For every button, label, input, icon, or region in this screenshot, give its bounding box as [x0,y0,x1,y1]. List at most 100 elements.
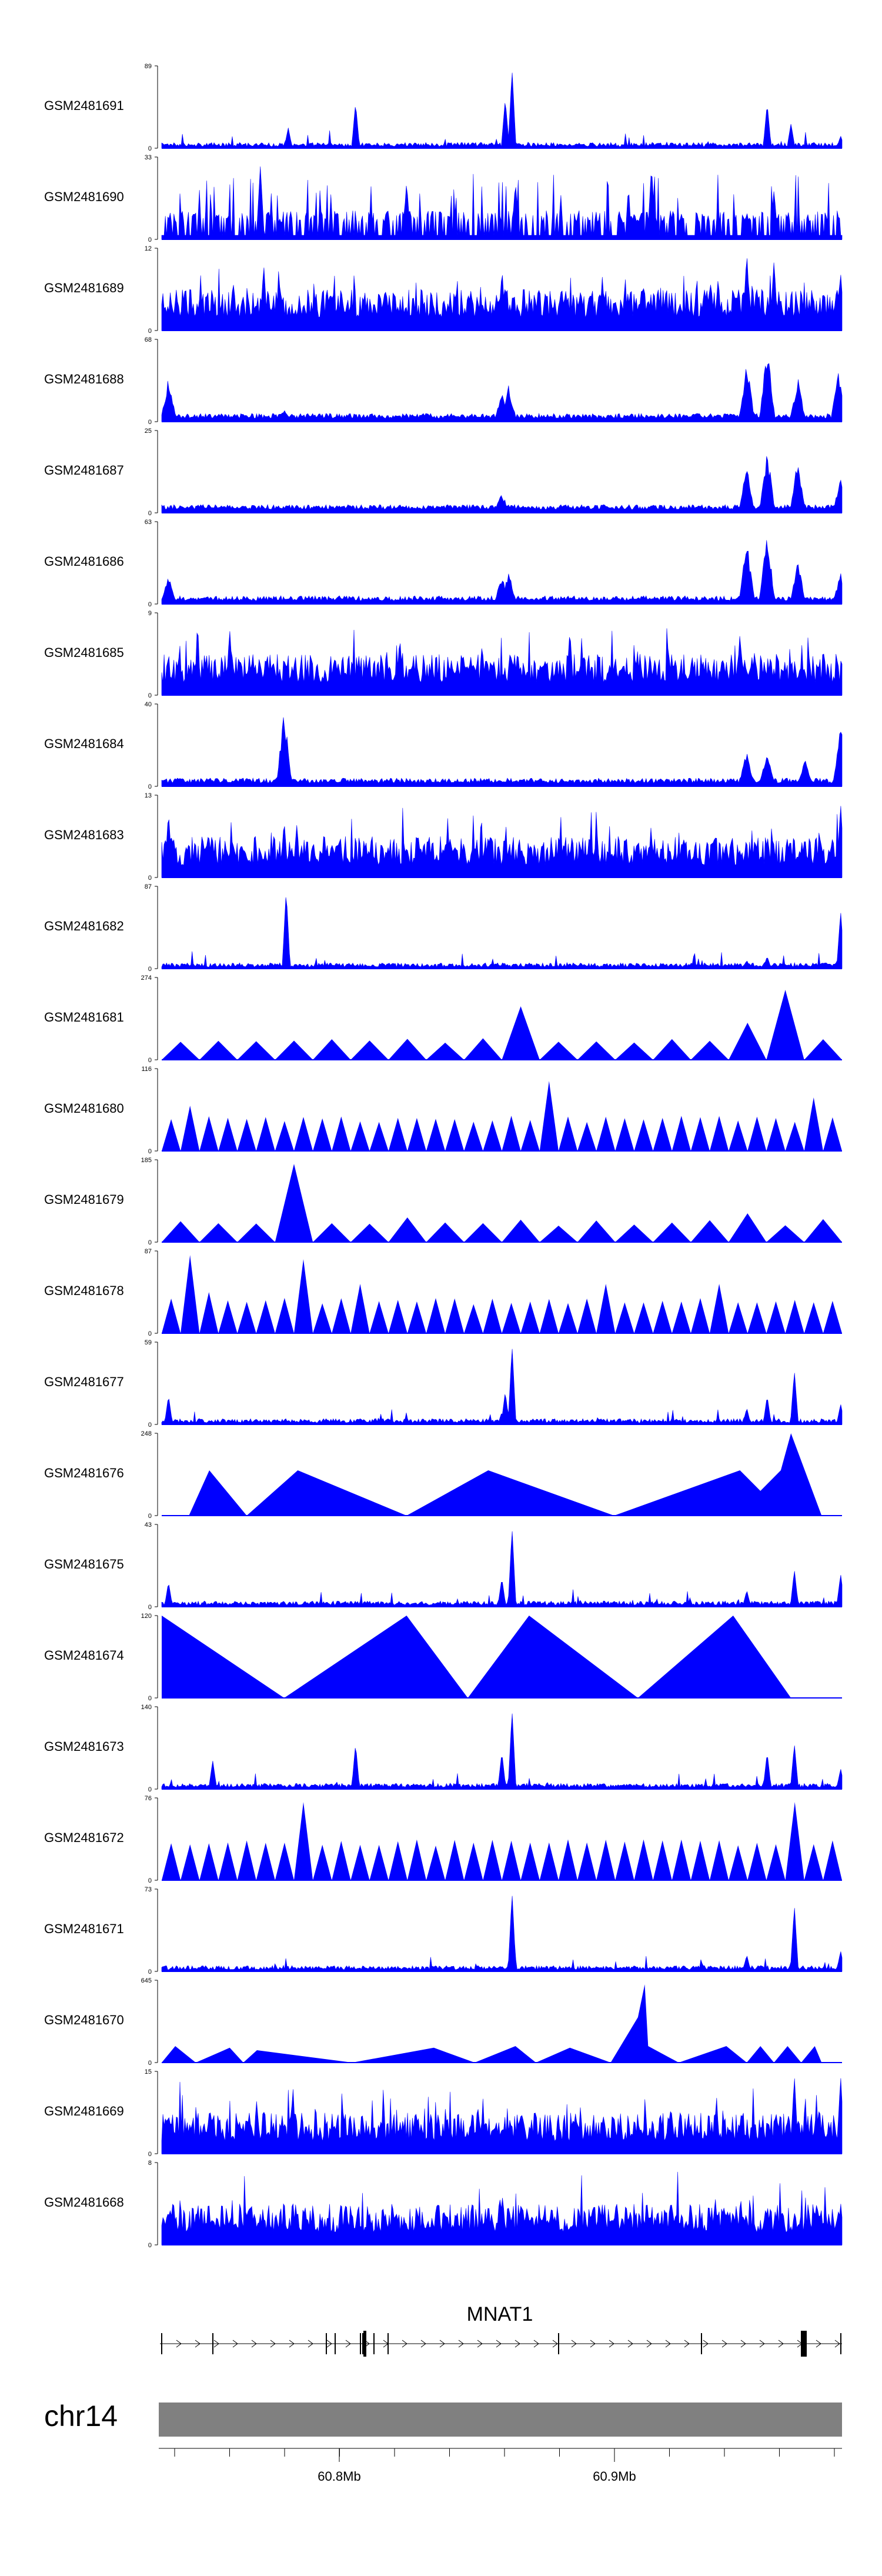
y-tick-label-max-gsm2481681: 274 [141,975,152,982]
y-tick-label-min-gsm2481674: 0 [148,1695,152,1702]
track-gsm2481685: GSM2481685 9 0 [44,610,843,699]
track-label-gsm2481671: GSM2481671 [44,1921,124,1936]
strand-arrow [251,2340,257,2348]
chromosome-bar [159,2403,842,2437]
signal-area-gsm2481671 [161,1896,843,1972]
gene-exon [335,2333,336,2354]
y-tick-label-min-gsm2481688: 0 [148,419,152,426]
gene-annotation: MNAT1 [160,2303,842,2357]
y-tick-label-max-gsm2481691: 89 [145,63,152,70]
track-gsm2481689: GSM2481689 12 0 [44,245,843,335]
y-tick-label-min-gsm2481676: 0 [148,1513,152,1520]
y-tick-label-max-gsm2481669: 15 [145,2068,152,2076]
y-tick-label-min-gsm2481684: 0 [148,783,152,790]
track-gsm2481680: GSM2481680 116 0 [44,1066,842,1155]
signal-area-gsm2481681 [162,990,842,1060]
strand-arrow [609,2340,614,2348]
track-label-gsm2481674: GSM2481674 [44,1648,124,1663]
y-tick-label-max-gsm2481668: 8 [148,2160,152,2167]
y-tick-label-min-gsm2481679: 0 [148,1239,152,1246]
strand-arrow [514,2340,520,2348]
genomic-x-axis: 60.8Mb 60.9Mb [159,2448,842,2484]
y-tick-label-min-gsm2481691: 0 [148,145,152,152]
strand-arrow [703,2340,709,2348]
strand-arrow [195,2340,201,2348]
track-label-gsm2481691: GSM2481691 [44,98,124,113]
track-label-gsm2481669: GSM2481669 [44,2104,124,2118]
y-tick-label-max-gsm2481671: 73 [145,1886,152,1893]
gene-exon [326,2333,327,2354]
signal-area-gsm2481677 [161,1349,843,1425]
signal-area-gsm2481670 [162,1984,822,2063]
track-label-gsm2481673: GSM2481673 [44,1739,124,1754]
gene-exon [212,2333,213,2354]
y-tick-label-min-gsm2481680: 0 [148,1148,152,1155]
signal-area-gsm2481672 [162,1802,842,1880]
gene-exon [363,2331,366,2357]
track-label-gsm2481688: GSM2481688 [44,372,124,386]
signal-area-gsm2481684 [161,717,843,787]
track-gsm2481677: GSM2481677 59 0 [44,1339,843,1429]
track-label-gsm2481675: GSM2481675 [44,1557,124,1571]
y-tick-label-max-gsm2481683: 13 [145,792,152,799]
track-gsm2481678: GSM2481678 87 0 [44,1248,842,1337]
x-tick-label-60.8Mb: 60.8Mb [318,2469,360,2484]
track-gsm2481688: GSM2481688 68 0 [44,336,843,426]
y-tick-label-max-gsm2481680: 116 [141,1066,152,1073]
y-tick-label-max-gsm2481676: 248 [141,1430,152,1437]
y-tick-label-min-gsm2481670: 0 [148,2060,152,2067]
strand-arrow [721,2340,727,2348]
track-gsm2481687: GSM2481687 25 0 [44,428,843,517]
y-tick-label-min-gsm2481669: 0 [148,2151,152,2158]
track-label-gsm2481686: GSM2481686 [44,554,124,569]
strand-arrow [759,2340,765,2348]
signal-area-gsm2481680 [162,1081,842,1151]
strand-arrow [816,2340,821,2348]
y-tick-label-max-gsm2481690: 33 [145,154,152,161]
track-gsm2481670: GSM2481670 645 0 [44,1977,842,2067]
strand-arrow [665,2340,671,2348]
track-gsm2481669: GSM2481669 15 0 [44,2068,843,2158]
x-axis-minor-ticks [174,2448,835,2462]
signal-area-gsm2481669 [161,2078,843,2154]
track-label-gsm2481689: GSM2481689 [44,281,124,295]
track-label-gsm2481678: GSM2481678 [44,1283,124,1298]
gene-name-label: MNAT1 [467,2303,533,2325]
gene-exon [373,2333,375,2354]
signal-area-gsm2481687 [161,456,843,513]
y-tick-label-max-gsm2481684: 40 [145,701,152,708]
y-tick-label-min-gsm2481675: 0 [148,1604,152,1611]
signal-area-gsm2481676 [189,1433,822,1516]
strand-arrow [477,2340,483,2348]
y-tick-label-min-gsm2481682: 0 [148,966,152,973]
gene-exon [161,2333,162,2354]
track-gsm2481691: GSM2481691 89 0 [44,63,843,152]
gene-exon [558,2333,559,2354]
y-tick-label-min-gsm2481687: 0 [148,510,152,517]
gene-model [160,2331,842,2357]
y-tick-label-min-gsm2481671: 0 [148,1968,152,1976]
y-tick-label-max-gsm2481688: 68 [145,336,152,343]
track-gsm2481690: GSM2481690 33 0 [44,154,843,243]
strand-arrow [420,2340,426,2348]
signal-area-gsm2481689 [161,258,843,331]
y-tick-label-min-gsm2481685: 0 [148,692,152,699]
signal-area-gsm2481668 [161,2171,843,2245]
track-label-gsm2481668: GSM2481668 [44,2195,124,2210]
strand-arrow [533,2340,539,2348]
track-gsm2481679: GSM2481679 185 0 [44,1157,842,1246]
y-tick-label-max-gsm2481679: 185 [141,1157,152,1164]
y-tick-label-min-gsm2481673: 0 [148,1786,152,1793]
y-tick-label-max-gsm2481685: 9 [148,610,152,617]
strand-arrow [439,2340,445,2348]
strand-arrow [232,2340,238,2348]
track-gsm2481682: GSM2481682 87 0 [44,883,843,973]
y-tick-label-max-gsm2481682: 87 [145,883,152,890]
y-tick-label-min-gsm2481686: 0 [148,601,152,608]
track-gsm2481676: GSM2481676 248 0 [44,1430,842,1520]
strand-arrow [740,2340,746,2348]
strand-arrow [778,2340,784,2348]
track-label-gsm2481679: GSM2481679 [44,1192,124,1207]
strand-arrow [326,2340,332,2348]
